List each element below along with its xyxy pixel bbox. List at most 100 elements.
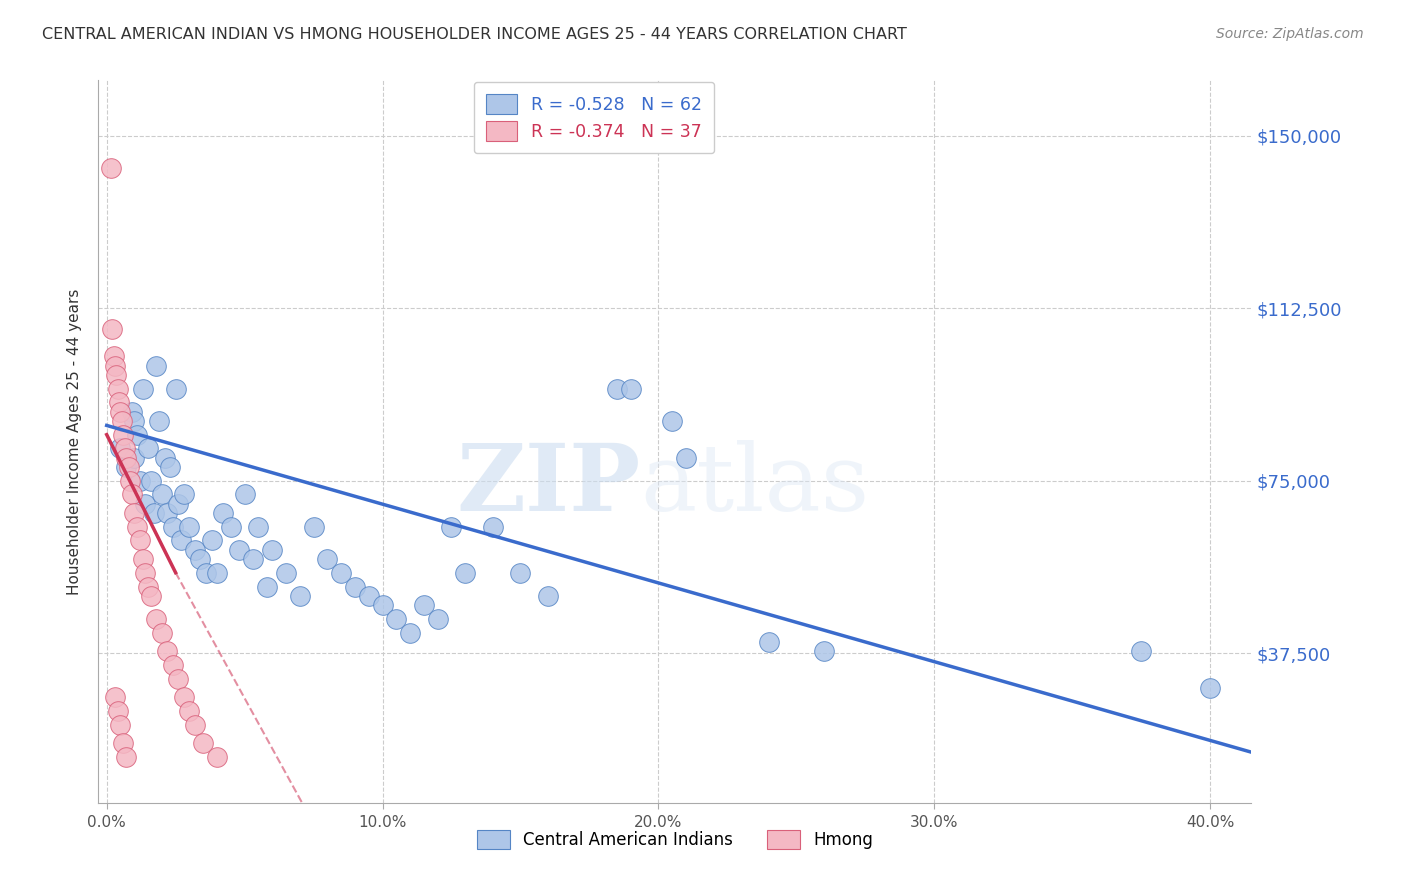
Point xyxy=(136,442,159,456)
Point xyxy=(179,519,201,533)
Point xyxy=(1199,681,1222,695)
Point xyxy=(211,506,233,520)
Point xyxy=(228,542,250,557)
Point xyxy=(159,459,181,474)
Point xyxy=(256,580,278,594)
Point xyxy=(343,580,366,594)
Point xyxy=(156,506,179,520)
Point xyxy=(145,359,167,373)
Point xyxy=(330,566,353,580)
Point xyxy=(205,749,228,764)
Point xyxy=(193,736,215,750)
Point xyxy=(124,414,146,428)
Point xyxy=(357,589,380,603)
Point xyxy=(114,442,136,456)
Point xyxy=(170,533,193,548)
Point xyxy=(124,506,146,520)
Point xyxy=(134,566,156,580)
Point xyxy=(128,474,150,488)
Y-axis label: Householder Income Ages 25 - 44 years: Householder Income Ages 25 - 44 years xyxy=(67,288,83,595)
Point xyxy=(247,519,270,533)
Point xyxy=(121,487,143,501)
Point xyxy=(205,566,228,580)
Point xyxy=(104,690,127,704)
Text: Source: ZipAtlas.com: Source: ZipAtlas.com xyxy=(1216,27,1364,41)
Point xyxy=(184,717,207,731)
Point xyxy=(110,717,132,731)
Point xyxy=(104,359,127,373)
Text: atlas: atlas xyxy=(640,440,869,530)
Point xyxy=(125,427,148,442)
Point xyxy=(316,552,339,566)
Point xyxy=(399,625,422,640)
Point xyxy=(156,644,179,658)
Point xyxy=(134,497,156,511)
Point xyxy=(150,625,173,640)
Point xyxy=(426,612,449,626)
Point xyxy=(139,474,162,488)
Point xyxy=(1130,644,1153,658)
Point xyxy=(125,519,148,533)
Point xyxy=(758,634,780,648)
Point xyxy=(148,414,170,428)
Point xyxy=(537,589,560,603)
Point xyxy=(385,612,408,626)
Point xyxy=(509,566,531,580)
Point xyxy=(107,382,129,396)
Text: ZIP: ZIP xyxy=(456,440,640,530)
Point xyxy=(121,404,143,418)
Legend: Central American Indians, Hmong: Central American Indians, Hmong xyxy=(467,821,883,860)
Point xyxy=(162,657,184,672)
Point xyxy=(661,414,683,428)
Point xyxy=(167,672,190,686)
Point xyxy=(142,506,165,520)
Point xyxy=(412,598,434,612)
Point xyxy=(302,519,325,533)
Point xyxy=(100,161,122,175)
Point xyxy=(162,519,184,533)
Point xyxy=(145,612,167,626)
Point xyxy=(107,704,129,718)
Point xyxy=(112,736,135,750)
Point xyxy=(274,566,297,580)
Point xyxy=(118,459,141,474)
Point xyxy=(128,533,150,548)
Point xyxy=(173,690,195,704)
Point xyxy=(288,589,311,603)
Point xyxy=(150,487,173,501)
Point xyxy=(606,382,628,396)
Point xyxy=(242,552,264,566)
Point xyxy=(139,589,162,603)
Point xyxy=(454,566,477,580)
Point xyxy=(103,350,125,364)
Point xyxy=(262,542,284,557)
Point xyxy=(233,487,256,501)
Point xyxy=(813,644,835,658)
Point xyxy=(173,487,195,501)
Point xyxy=(620,382,643,396)
Point xyxy=(105,368,128,382)
Point xyxy=(136,580,159,594)
Point xyxy=(115,749,138,764)
Point xyxy=(195,566,218,580)
Point xyxy=(219,519,242,533)
Point xyxy=(110,404,132,418)
Point xyxy=(190,552,212,566)
Point xyxy=(675,450,697,465)
Point xyxy=(184,542,207,557)
Point xyxy=(440,519,463,533)
Point xyxy=(153,450,176,465)
Point xyxy=(101,322,124,336)
Point xyxy=(115,459,138,474)
Point xyxy=(124,450,146,465)
Point xyxy=(120,474,142,488)
Point xyxy=(482,519,505,533)
Point xyxy=(108,395,131,409)
Point xyxy=(167,497,190,511)
Point xyxy=(165,382,187,396)
Point xyxy=(131,552,153,566)
Point xyxy=(110,442,132,456)
Point xyxy=(200,533,222,548)
Point xyxy=(112,427,135,442)
Point xyxy=(371,598,394,612)
